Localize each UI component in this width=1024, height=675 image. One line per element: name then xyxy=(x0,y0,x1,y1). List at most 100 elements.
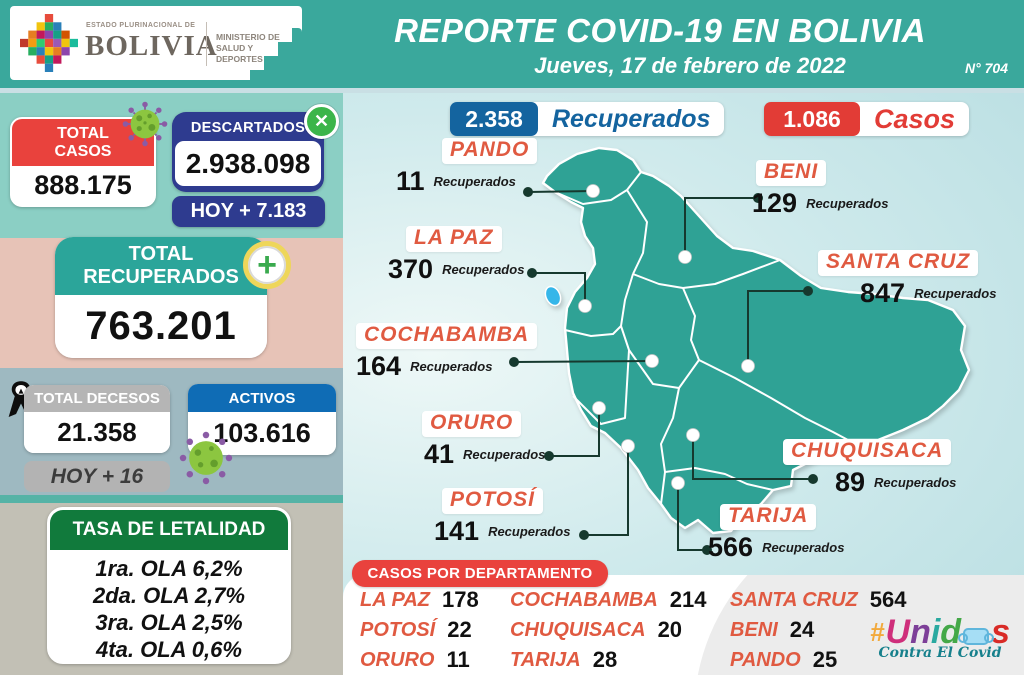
dept-name: CHUQUISACA xyxy=(783,439,952,465)
discarded-x-icon: ✕ xyxy=(304,104,339,139)
report-date: Jueves, 17 de febrero de 2022 xyxy=(534,53,846,78)
dept-recovered-value: 370 xyxy=(388,254,434,284)
logo-subtitle: Contra El Covid xyxy=(878,645,1002,661)
dept-name: SANTA CRUZ xyxy=(818,250,979,276)
total-recovered-value: 763.201 xyxy=(55,295,267,358)
hash-glyph: # xyxy=(870,617,885,647)
total-cases-card: TOTAL CASOS 888.175 xyxy=(10,117,156,207)
discarded-value: 2.938.098 xyxy=(175,141,321,186)
dept-recovered-value: 141 xyxy=(434,516,480,546)
total-cases-value: 888.175 xyxy=(12,166,154,205)
map-label-santa-cruz: SANTA CRUZ 847 Recuperados xyxy=(818,250,996,309)
dept-name: PANDO xyxy=(442,138,538,164)
virus-icon xyxy=(122,101,168,147)
table-row: ORURO 11 xyxy=(360,647,470,672)
cases-total-value: 1.086 xyxy=(764,102,860,136)
discarded-today-pill: HOY + 7.183 xyxy=(172,196,325,227)
lethality-card: TASA DE LETALIDAD 1ra. OLA 6,2% 2da. OLA… xyxy=(47,507,291,664)
brand-divider xyxy=(206,22,207,66)
map-label-potosi: POTOSÍ 141 Recuperados xyxy=(434,488,570,547)
recovered-total-label: Recuperados xyxy=(552,104,711,133)
brand-name: BOLIVIA xyxy=(85,30,218,62)
recovered-total-value: 2.358 xyxy=(450,102,538,136)
dept-unit: Recuperados xyxy=(914,286,997,301)
dept-recovered-value: 41 xyxy=(424,439,455,469)
dept-unit: Recuperados xyxy=(433,174,516,189)
map-label-tarija: TARIJA 566 Recuperados xyxy=(708,504,844,563)
dept-name: ORURO xyxy=(422,411,522,437)
virus-icon xyxy=(179,431,233,485)
map-label-pando: PANDO 11 Recuperados xyxy=(396,138,538,197)
ministry-brand-box: ESTADO PLURINACIONAL DE BOLIVIA MINISTER… xyxy=(10,6,302,86)
table-row: COCHABAMBA 214 xyxy=(510,587,707,612)
map-location-dots xyxy=(578,184,755,490)
map-label-chuquisaca: CHUQUISACA 89 Recuperados xyxy=(783,439,956,498)
table-row: SANTA CRUZ 564 xyxy=(730,587,907,612)
total-recovered-label: TOTAL RECUPERADOS xyxy=(55,237,267,295)
lethality-title: TASA DE LETALIDAD xyxy=(50,510,288,550)
dept-name: LA PAZ xyxy=(406,226,502,252)
lethality-wave-4: 4ta. OLA 0,6% xyxy=(96,637,242,662)
dept-unit: Recuperados xyxy=(442,262,525,277)
active-cases-label: ACTIVOS xyxy=(188,384,336,412)
header-bar: ESTADO PLURINACIONAL DE BOLIVIA MINISTER… xyxy=(0,0,1024,88)
dept-name: POTOSÍ xyxy=(442,488,543,514)
map-label-oruro: ORURO 41 Recuperados xyxy=(418,411,545,470)
recovered-summary-badge: 2.358 Recuperados xyxy=(450,102,725,136)
deaths-today-pill: HOY + 16 xyxy=(24,461,170,492)
lethality-wave-2: 2da. OLA 2,7% xyxy=(92,583,245,608)
total-cases-label: TOTAL CASOS xyxy=(12,119,154,166)
logo-background-circle xyxy=(694,575,1024,675)
dept-unit: Recuperados xyxy=(874,475,957,490)
dept-recovered-value: 129 xyxy=(752,188,798,218)
total-deaths-card: TOTAL DECESOS 21.358 xyxy=(24,385,170,453)
header-divider-strip xyxy=(0,88,1024,93)
dept-recovered-value: 89 xyxy=(835,467,866,497)
table-row: CHUQUISACA 20 xyxy=(510,617,683,642)
discarded-label: DESCARTADOS xyxy=(175,115,321,141)
dept-unit: Recuperados xyxy=(762,540,845,555)
cases-total-label: Casos xyxy=(874,103,956,134)
dept-name: BENI xyxy=(756,160,827,186)
total-deaths-label: TOTAL DECESOS xyxy=(24,385,170,412)
dept-recovered-value: 164 xyxy=(356,351,402,381)
map-label-cochabamba: COCHABAMBA 164 Recuperados xyxy=(356,323,538,382)
table-row: TARIJA 28 xyxy=(510,647,618,672)
active-cases-card: ACTIVOS 103.616 xyxy=(188,384,336,455)
dept-recovered-value: 847 xyxy=(860,278,906,308)
discarded-card: DESCARTADOS 2.938.098 xyxy=(172,112,324,192)
ministry-name: MINISTERIO DE SALUD Y DEPORTES xyxy=(216,32,280,64)
lethality-wave-1: 1ra. OLA 6,2% xyxy=(95,556,243,581)
dept-unit: Recuperados xyxy=(463,447,546,462)
total-deaths-value: 21.358 xyxy=(24,412,170,453)
dept-unit: Recuperados xyxy=(410,359,493,374)
brand-small-text: ESTADO PLURINACIONAL DE xyxy=(86,22,196,29)
cases-by-department-title: CASOS POR DEPARTAMENTO xyxy=(352,560,608,587)
recovered-plus-icon: + xyxy=(243,241,291,289)
dept-name: TARIJA xyxy=(720,504,817,530)
dept-recovered-value: 566 xyxy=(708,532,754,562)
table-row: POTOSÍ 22 xyxy=(360,617,472,642)
map-label-beni: BENI 129 Recuperados xyxy=(752,160,888,219)
total-recovered-card: TOTAL RECUPERADOS 763.201 xyxy=(55,237,267,358)
dept-unit: Recuperados xyxy=(806,196,889,211)
dept-unit: Recuperados xyxy=(488,524,571,539)
cases-by-department-table: LA PAZ 178 COCHABAMBA 214 SANTA CRUZ 564 PO… xyxy=(360,585,940,675)
dept-recovered-value: 11 xyxy=(396,166,425,196)
table-row: BENI 24 xyxy=(730,617,815,642)
active-cases-value: 103.616 xyxy=(188,412,336,455)
bolivia-emblem-logo xyxy=(20,14,78,72)
face-mask-icon xyxy=(958,627,995,645)
map-label-la-paz: LA PAZ 370 Recuperados xyxy=(388,226,524,285)
lethality-wave-3: 3ra. OLA 2,5% xyxy=(95,610,243,635)
cases-summary-badge: 1.086 Casos xyxy=(764,102,970,136)
page-title: REPORTE COVID-19 EN BOLIVIA xyxy=(394,12,926,49)
table-row: PANDO 25 xyxy=(730,647,838,672)
table-row: LA PAZ 178 xyxy=(360,587,479,612)
sidebar-divider-strip xyxy=(0,495,343,503)
cases-by-department-panel xyxy=(343,575,1024,675)
dept-name: COCHABAMBA xyxy=(356,323,538,349)
report-number: N° 704 xyxy=(965,60,1008,76)
